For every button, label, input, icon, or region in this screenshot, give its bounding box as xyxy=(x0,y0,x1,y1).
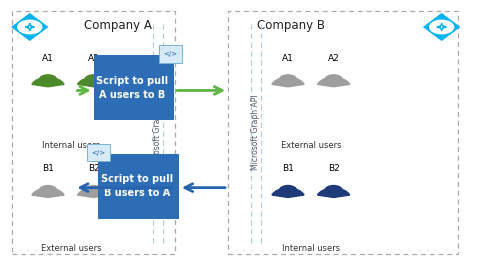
Circle shape xyxy=(39,75,57,85)
Wedge shape xyxy=(318,77,349,87)
Text: Microsoft Graph API: Microsoft Graph API xyxy=(154,94,162,170)
Circle shape xyxy=(279,185,297,195)
Wedge shape xyxy=(32,77,64,87)
Text: </>: </> xyxy=(91,150,106,156)
Text: A1: A1 xyxy=(42,53,54,63)
Text: B1: B1 xyxy=(42,164,54,173)
Polygon shape xyxy=(423,13,460,41)
Text: Company A: Company A xyxy=(84,19,152,32)
Wedge shape xyxy=(32,188,64,197)
Circle shape xyxy=(18,20,42,34)
Circle shape xyxy=(325,185,342,195)
Text: A2: A2 xyxy=(328,53,339,63)
Text: Script to pull
B users to A: Script to pull B users to A xyxy=(101,174,173,198)
Circle shape xyxy=(85,185,102,195)
Text: A1: A1 xyxy=(282,53,294,63)
FancyBboxPatch shape xyxy=(98,154,179,219)
Circle shape xyxy=(279,75,297,85)
Circle shape xyxy=(39,185,57,195)
Text: External users: External users xyxy=(40,244,101,253)
Text: </>: </> xyxy=(163,51,178,57)
Polygon shape xyxy=(11,13,48,41)
Wedge shape xyxy=(78,188,109,197)
Wedge shape xyxy=(272,77,304,87)
Wedge shape xyxy=(272,188,304,197)
Circle shape xyxy=(325,75,342,85)
FancyBboxPatch shape xyxy=(94,55,174,120)
Circle shape xyxy=(430,20,454,34)
FancyBboxPatch shape xyxy=(86,144,110,161)
Text: Internal users: Internal users xyxy=(282,244,340,253)
Text: Microsoft Graph API: Microsoft Graph API xyxy=(252,94,260,170)
Text: A2: A2 xyxy=(88,53,99,63)
Text: Script to pull
A users to B: Script to pull A users to B xyxy=(96,76,168,100)
Circle shape xyxy=(85,75,102,85)
Text: External users: External users xyxy=(280,141,341,150)
Text: B2: B2 xyxy=(328,164,339,173)
Wedge shape xyxy=(78,77,109,87)
Text: B1: B1 xyxy=(282,164,294,173)
Wedge shape xyxy=(318,188,349,197)
Text: Company B: Company B xyxy=(257,19,325,32)
FancyBboxPatch shape xyxy=(158,45,182,63)
Text: Internal users: Internal users xyxy=(42,141,100,150)
Text: B2: B2 xyxy=(88,164,99,173)
